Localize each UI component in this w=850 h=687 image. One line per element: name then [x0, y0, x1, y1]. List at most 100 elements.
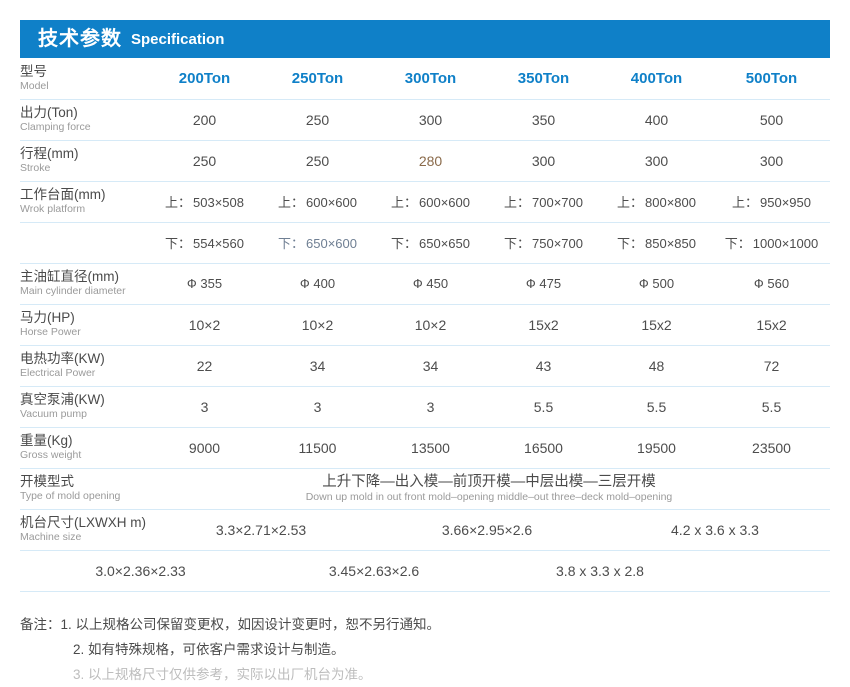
- mold-opening-value: 上升下降—出入模—前顶开模—中层出模—三层开模 Down up mold in …: [148, 468, 830, 510]
- row-label-cn: 工作台面(mm): [20, 186, 106, 202]
- table-row-stroke: 行程(mm) Stroke 250 250 280 300 300 300: [20, 140, 830, 182]
- platform-upper-prefix: 上：: [504, 195, 531, 210]
- section-title-cn: 技术参数: [38, 28, 122, 50]
- row-label-cn: 行程(mm): [20, 145, 79, 161]
- row-label-electrical-power: 电热功率(KW) Electrical Power: [20, 345, 148, 387]
- table-row-model: 型号 Model 200Ton 250Ton 300Ton 350Ton 400…: [20, 58, 830, 100]
- table-cell: 200: [148, 99, 261, 141]
- table-cell: 400: [600, 99, 713, 141]
- table-cell: 9000: [148, 427, 261, 469]
- notes-block: 备注：1. 以上规格公司保留变更权，如因设计变更时，恕不另行通知。 2. 如有特…: [20, 612, 830, 687]
- row-label-en: Wrok platform: [20, 203, 86, 216]
- model-header-cell: 350Ton: [487, 58, 600, 100]
- table-cell: 3: [148, 386, 261, 428]
- table-cell: Ф 500: [600, 263, 713, 305]
- machine-size-empty-cell: [713, 550, 830, 592]
- row-label-cn: 出力(Ton): [20, 104, 78, 120]
- table-cell: 下： 554×560: [148, 222, 261, 264]
- table-row-machine-size-a: 机台尺寸(LXWXH m) Machine size 3.3×2.71×2.53…: [20, 509, 830, 551]
- platform-lower-prefix: 下：: [165, 236, 192, 251]
- table-cell: 19500: [600, 427, 713, 469]
- section-header-bar: 技术参数 Specification: [20, 20, 830, 58]
- table-row-electrical-power: 电热功率(KW) Electrical Power 22 34 34 43 48…: [20, 345, 830, 387]
- table-cell: 下： 850×850: [600, 222, 713, 264]
- table-cell: 22: [148, 345, 261, 387]
- platform-upper-value: 503×508: [193, 195, 244, 210]
- note-line-2: 2. 如有特殊规格，可依客户需求设计与制造。: [73, 642, 345, 657]
- row-label-main-cylinder-diameter: 主油缸直径(mm) Main cylinder diameter: [20, 263, 148, 305]
- row-label-en: Clamping force: [20, 121, 91, 134]
- platform-upper-value: 800×800: [645, 195, 696, 210]
- section-title-en: Specification: [131, 30, 225, 48]
- table-cell: 11500: [261, 427, 374, 469]
- mold-opening-value-en: Down up mold in out front mold–opening m…: [305, 491, 673, 503]
- table-row-horse-power: 马力(HP) Horse Power 10×2 10×2 10×2 15x2 1…: [20, 304, 830, 346]
- table-cell: 72: [713, 345, 830, 387]
- table-row-platform-upper: 工作台面(mm) Wrok platform 上： 503×508 上： 600×6…: [20, 181, 830, 223]
- table-cell: 10×2: [261, 304, 374, 346]
- row-label-cn: 电热功率(KW): [20, 350, 105, 366]
- row-label-clamping-force: 出力(Ton) Clamping force: [20, 99, 148, 141]
- model-header-cell: 200Ton: [148, 58, 261, 100]
- row-label-cn: 主油缸直径(mm): [20, 268, 119, 284]
- table-cell: 250: [148, 140, 261, 182]
- platform-upper-prefix: 上：: [732, 195, 759, 210]
- note-line-1: 备注：1. 以上规格公司保留变更权，如因设计变更时，恕不另行通知。: [20, 617, 441, 632]
- table-cell: 3: [374, 386, 487, 428]
- table-row-main-cylinder-diameter: 主油缸直径(mm) Main cylinder diameter Ф 355 Ф…: [20, 263, 830, 305]
- table-cell: 250: [261, 99, 374, 141]
- platform-upper-value: 700×700: [532, 195, 583, 210]
- row-label-stroke: 行程(mm) Stroke: [20, 140, 148, 182]
- table-cell: 下： 1000×1000: [713, 222, 830, 264]
- platform-lower-prefix: 下：: [278, 236, 305, 251]
- row-label-cn: 开模型式: [20, 473, 74, 489]
- row-label-en: Main cylinder diameter: [20, 285, 126, 298]
- table-cell: 350: [487, 99, 600, 141]
- platform-upper-prefix: 上：: [165, 195, 192, 210]
- platform-lower-prefix: 下：: [504, 236, 531, 251]
- row-label-cn: 真空泵浦(KW): [20, 391, 105, 407]
- row-label-platform: 工作台面(mm) Wrok platform: [20, 181, 148, 223]
- specification-table: 型号 Model 200Ton 250Ton 300Ton 350Ton 400…: [20, 58, 830, 592]
- row-label-gross-weight: 重量(Kg) Gross weight: [20, 427, 148, 469]
- table-cell: 16500: [487, 427, 600, 469]
- table-cell: 15x2: [487, 304, 600, 346]
- table-cell: 300: [713, 140, 830, 182]
- model-header-cell: 250Ton: [261, 58, 374, 100]
- row-label-model: 型号 Model: [20, 58, 148, 100]
- platform-lower-value: 750×700: [532, 236, 583, 251]
- row-label-en: Gross weight: [20, 449, 82, 462]
- table-row-machine-size-b: 3.0×2.36×2.33 3.45×2.63×2.6 3.8 x 3.3 x …: [20, 550, 830, 592]
- row-label-vacuum-pump: 真空泵浦(KW) Vacuum pump: [20, 386, 148, 428]
- row-label-mold-opening: 开模型式 Type of mold opening: [20, 468, 148, 510]
- row-label-en: Electrical Power: [20, 367, 96, 380]
- spec-sheet: 技术参数 Specification 型号 Model 200Ton 250To…: [20, 20, 830, 682]
- table-row-vacuum-pump: 真空泵浦(KW) Vacuum pump 3 3 3 5.5 5.5 5.5: [20, 386, 830, 428]
- table-cell: 上： 700×700: [487, 181, 600, 223]
- machine-size-cell: 4.2 x 3.6 x 3.3: [600, 509, 830, 551]
- model-header-cell: 400Ton: [600, 58, 713, 100]
- machine-size-cell: 3.3×2.71×2.53: [148, 509, 374, 551]
- table-row-clamping-force: 出力(Ton) Clamping force 200 250 300 350 4…: [20, 99, 830, 141]
- table-row-gross-weight: 重量(Kg) Gross weight 9000 11500 13500 165…: [20, 427, 830, 469]
- table-cell: 下： 650×600: [261, 222, 374, 264]
- row-label-horse-power: 马力(HP) Horse Power: [20, 304, 148, 346]
- model-header-cell: 300Ton: [374, 58, 487, 100]
- platform-upper-value: 600×600: [419, 195, 470, 210]
- row-label-cn: 机台尺寸(LXWXH m): [20, 514, 146, 530]
- table-cell: 48: [600, 345, 713, 387]
- table-cell: 上： 950×950: [713, 181, 830, 223]
- table-cell: 300: [600, 140, 713, 182]
- row-label-en: Model: [20, 80, 49, 93]
- platform-upper-value: 600×600: [306, 195, 357, 210]
- table-cell: 34: [374, 345, 487, 387]
- mold-opening-value-cn: 上升下降—出入模—前顶开模—中层出模—三层开模: [322, 473, 656, 490]
- platform-lower-value: 650×650: [419, 236, 470, 251]
- table-cell: 上： 503×508: [148, 181, 261, 223]
- table-cell: 上： 600×600: [261, 181, 374, 223]
- table-cell: Ф 355: [148, 263, 261, 305]
- table-cell: 3: [261, 386, 374, 428]
- row-label-en: Type of mold opening: [20, 490, 121, 503]
- table-row-platform-lower: 下： 554×560 下： 650×600 下： 650×650 下： 750×700 …: [20, 222, 830, 264]
- row-label-en: Vacuum pump: [20, 408, 87, 421]
